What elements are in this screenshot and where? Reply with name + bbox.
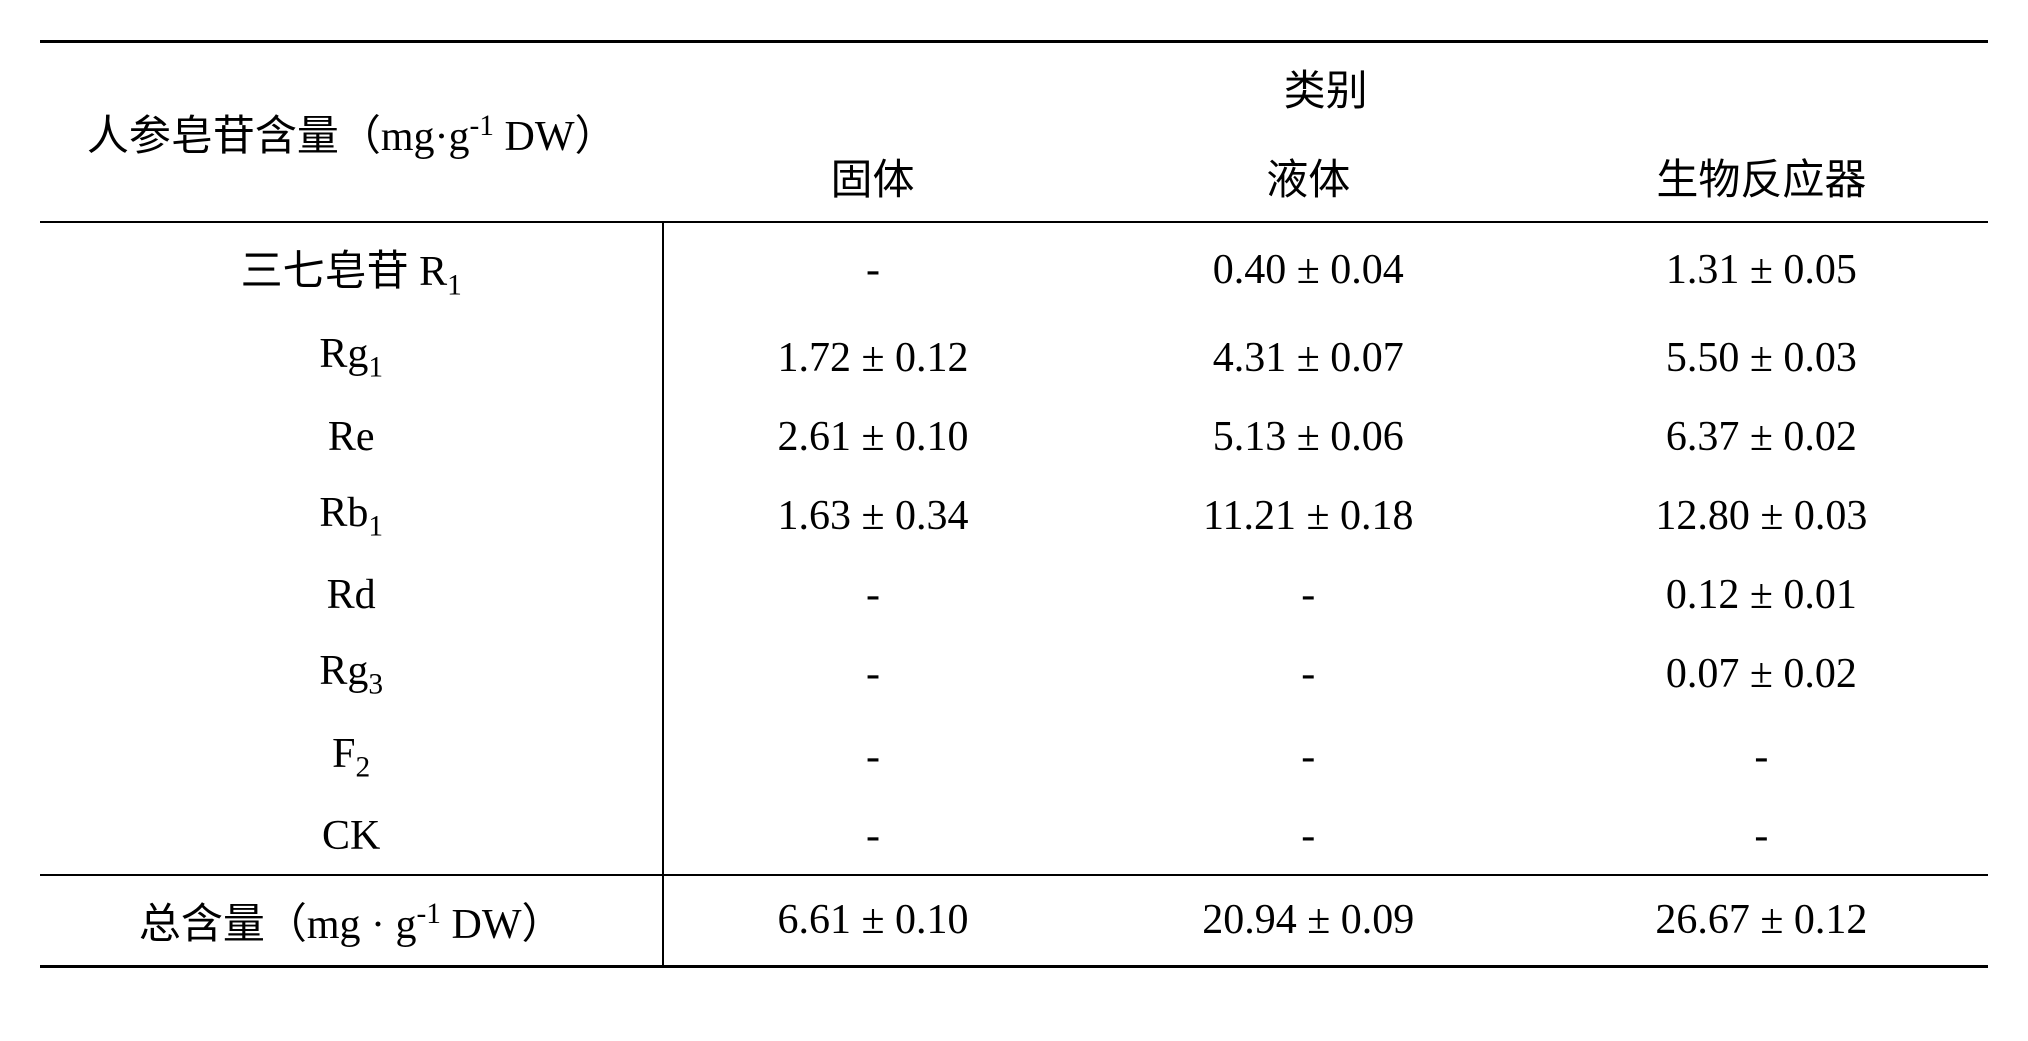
cell: 0.12 ± 0.01 [1535,557,1988,633]
table-body: 人参皂苷含量（mg·g-1 DW） 类别 固体 液体 生物反应器 三七皂苷 R1… [40,42,1988,967]
row-label: 三七皂苷 R1 [40,222,663,316]
table-row: F2 - - - [40,716,1988,798]
cell: 5.50 ± 0.03 [1535,316,1988,398]
footer-label: 总含量（mg · g-1 DW） [40,875,663,967]
header-row-1: 人参皂苷含量（mg·g-1 DW） 类别 [40,42,1988,133]
cell: 0.07 ± 0.02 [1535,633,1988,715]
rowhead-title: 人参皂苷含量（mg·g-1 DW） [40,42,663,223]
table-row: Rg1 1.72 ± 0.12 4.31 ± 0.07 5.50 ± 0.03 [40,316,1988,398]
table-row: Rb1 1.63 ± 0.34 11.21 ± 0.18 12.80 ± 0.0… [40,475,1988,557]
ginsenoside-table: 人参皂苷含量（mg·g-1 DW） 类别 固体 液体 生物反应器 三七皂苷 R1… [40,40,1988,968]
footer-row: 总含量（mg · g-1 DW） 6.61 ± 0.10 20.94 ± 0.0… [40,875,1988,967]
table-row: Rg3 - - 0.07 ± 0.02 [40,633,1988,715]
cell: - [1082,798,1535,875]
cell: 5.13 ± 0.06 [1082,399,1535,475]
col-1: 液体 [1082,132,1535,222]
cell: 1.72 ± 0.12 [663,316,1081,398]
footer-cell: 20.94 ± 0.09 [1082,875,1535,967]
table-row: 三七皂苷 R1 - 0.40 ± 0.04 1.31 ± 0.05 [40,222,1988,316]
group-label: 类别 [663,42,1988,133]
cell: - [1082,716,1535,798]
row-label: Rb1 [40,475,663,557]
row-label: Rg1 [40,316,663,398]
cell: 11.21 ± 0.18 [1082,475,1535,557]
cell: - [663,222,1081,316]
row-label: Rg3 [40,633,663,715]
cell: 2.61 ± 0.10 [663,399,1081,475]
cell: - [663,716,1081,798]
cell: - [1082,633,1535,715]
cell: - [663,557,1081,633]
row-label: Rd [40,557,663,633]
col-0: 固体 [663,132,1081,222]
row-label: F2 [40,716,663,798]
cell: - [663,633,1081,715]
cell: - [663,798,1081,875]
cell: 1.63 ± 0.34 [663,475,1081,557]
cell: - [1082,557,1535,633]
col-2: 生物反应器 [1535,132,1988,222]
cell: 1.31 ± 0.05 [1535,222,1988,316]
table-row: CK - - - [40,798,1988,875]
table-row: Re 2.61 ± 0.10 5.13 ± 0.06 6.37 ± 0.02 [40,399,1988,475]
footer-cell: 6.61 ± 0.10 [663,875,1081,967]
cell: 6.37 ± 0.02 [1535,399,1988,475]
cell: 4.31 ± 0.07 [1082,316,1535,398]
cell: 0.40 ± 0.04 [1082,222,1535,316]
row-label: CK [40,798,663,875]
footer-cell: 26.67 ± 0.12 [1535,875,1988,967]
cell: 12.80 ± 0.03 [1535,475,1988,557]
cell: - [1535,798,1988,875]
cell: - [1535,716,1988,798]
row-label: Re [40,399,663,475]
table-row: Rd - - 0.12 ± 0.01 [40,557,1988,633]
